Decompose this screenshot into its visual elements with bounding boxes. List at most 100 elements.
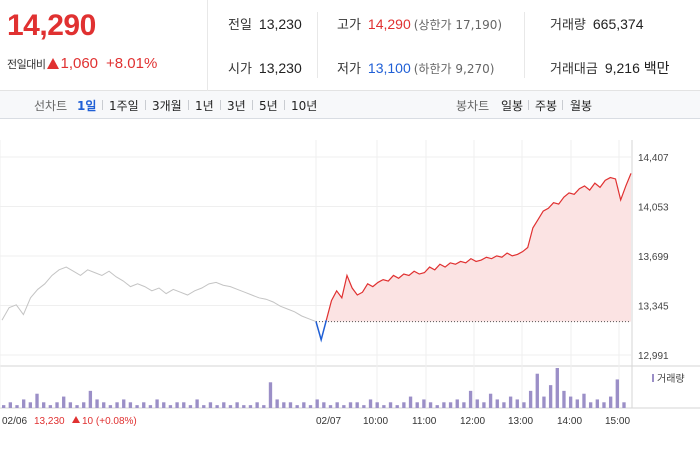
separator (528, 100, 529, 110)
volume-bar (102, 402, 106, 408)
period-1y[interactable]: 1년 (195, 99, 214, 113)
volume-bar (282, 402, 286, 408)
volume-legend: 거래량 (652, 373, 685, 385)
volume-bar (168, 405, 173, 408)
today-fill (316, 173, 631, 322)
volume-bar (368, 399, 373, 408)
volume-bar (295, 405, 299, 408)
change-row: 전일대비 1,060 +8.01% (7, 55, 207, 72)
volume-bar (268, 382, 273, 408)
volume-bar (528, 390, 533, 408)
separator (145, 100, 146, 110)
volume-bar (402, 402, 406, 408)
y-tick-label: 14,053 (638, 203, 669, 214)
y-tick-label: 14,407 (638, 153, 669, 164)
volume-bar (215, 405, 219, 408)
price-chart[interactable]: 14,407 14,053 13,699 13,345 12,991 02/06 13,2… (0, 120, 700, 450)
stat-label: 저가 (337, 62, 361, 77)
volume-bar (435, 405, 439, 408)
current-price: 14,290 (7, 9, 96, 42)
volume-bar (388, 402, 393, 408)
volume-bar (548, 385, 553, 408)
stat-label: 고가 (337, 18, 361, 33)
volume-bar (242, 405, 246, 408)
volume-bar (28, 402, 33, 408)
volume-bar (455, 399, 459, 408)
upper-limit: (상한가 17,190) (413, 18, 503, 32)
period-10y[interactable]: 10년 (291, 99, 318, 113)
y-tick-label: 13,699 (638, 252, 669, 263)
volume-bar (235, 402, 239, 408)
stat-value: 13,230 (258, 60, 302, 76)
volume-bar (62, 396, 66, 408)
volume-bar (608, 396, 613, 408)
period-1w[interactable]: 1주일 (109, 99, 139, 113)
volume-bar (122, 399, 126, 408)
volume-bar (2, 405, 6, 408)
volume-bar (342, 405, 346, 408)
volume-bar (148, 405, 153, 408)
volume-bar (575, 399, 579, 408)
period-3m[interactable]: 3개월 (152, 99, 182, 113)
volume-bar (202, 405, 206, 408)
volume-bar (335, 402, 339, 408)
stat-label: 거래량 (550, 18, 586, 33)
volume-bar (15, 405, 19, 408)
volume-bar (535, 373, 539, 408)
stat-value: 14,290 (367, 16, 411, 32)
candle-daily[interactable]: 일봉 (501, 99, 524, 113)
volume-bar (382, 405, 386, 408)
volume-bar (542, 396, 546, 408)
separator (188, 100, 189, 110)
period-1d[interactable]: 1일 (77, 99, 97, 113)
volume-bar (275, 399, 279, 408)
stat-label: 시가 (228, 62, 252, 77)
x-tick-label: 02/07 (316, 416, 341, 427)
volume-bars (2, 368, 626, 408)
volume-bar (355, 402, 359, 408)
volume-bar (135, 405, 139, 408)
candle-monthly[interactable]: 월봉 (570, 99, 593, 113)
stat-value: 13,230 (258, 16, 302, 32)
volume-bar (602, 402, 606, 408)
stat-label: 거래대금 (550, 62, 598, 77)
stat-trade-value: 거래대금 9,216 백만 (550, 58, 670, 78)
volume-bar (308, 405, 313, 408)
x-tick-label: 14:00 (557, 416, 582, 427)
stats-divider (317, 12, 318, 78)
volume-bar (68, 402, 73, 408)
volume-bar (428, 402, 433, 408)
volume-legend-swatch (652, 374, 654, 382)
x-tick-label: 13:00 (508, 416, 533, 427)
volume-legend-label: 거래량 (657, 373, 685, 385)
x-tick-label: 10:00 (363, 416, 388, 427)
y-axis-labels: 14,407 14,053 13,699 13,345 12,991 (638, 153, 669, 362)
x-tick-label: 12:00 (460, 416, 485, 427)
volume-bar (42, 402, 46, 408)
candle-weekly[interactable]: 주봉 (535, 99, 558, 113)
volume-bar (88, 390, 93, 408)
today-series-up (325, 173, 632, 321)
prev-day-close-label: 13,230 (34, 416, 65, 427)
volume-bar (155, 399, 159, 408)
price-box: 14,290 전일대비 1,060 +8.01% (0, 0, 208, 91)
stock-summary: 14,290 전일대비 1,060 +8.01% 전일 13,230 고가 14… (0, 0, 700, 91)
candle-chart-label: 봉차트 (456, 99, 490, 113)
volume-bar (475, 399, 479, 408)
volume-bar (115, 402, 119, 408)
prev-day-series-line (1, 266, 317, 323)
volume-bar (448, 402, 453, 408)
volume-bar (622, 402, 626, 408)
y-tick-label: 12,991 (638, 351, 669, 362)
volume-bar (188, 405, 193, 408)
period-3y[interactable]: 3년 (227, 99, 246, 113)
volume-bar (48, 405, 53, 408)
volume-bar (442, 402, 446, 408)
volume-bar (208, 402, 213, 408)
volume-bar (495, 399, 499, 408)
period-5y[interactable]: 5년 (259, 99, 278, 113)
x-tick-label: 15:00 (605, 416, 630, 427)
line-chart-label: 선차트 (34, 99, 68, 113)
prev-day-change-label: 10 (+0.08%) (82, 416, 137, 427)
price-lines (1, 173, 632, 343)
